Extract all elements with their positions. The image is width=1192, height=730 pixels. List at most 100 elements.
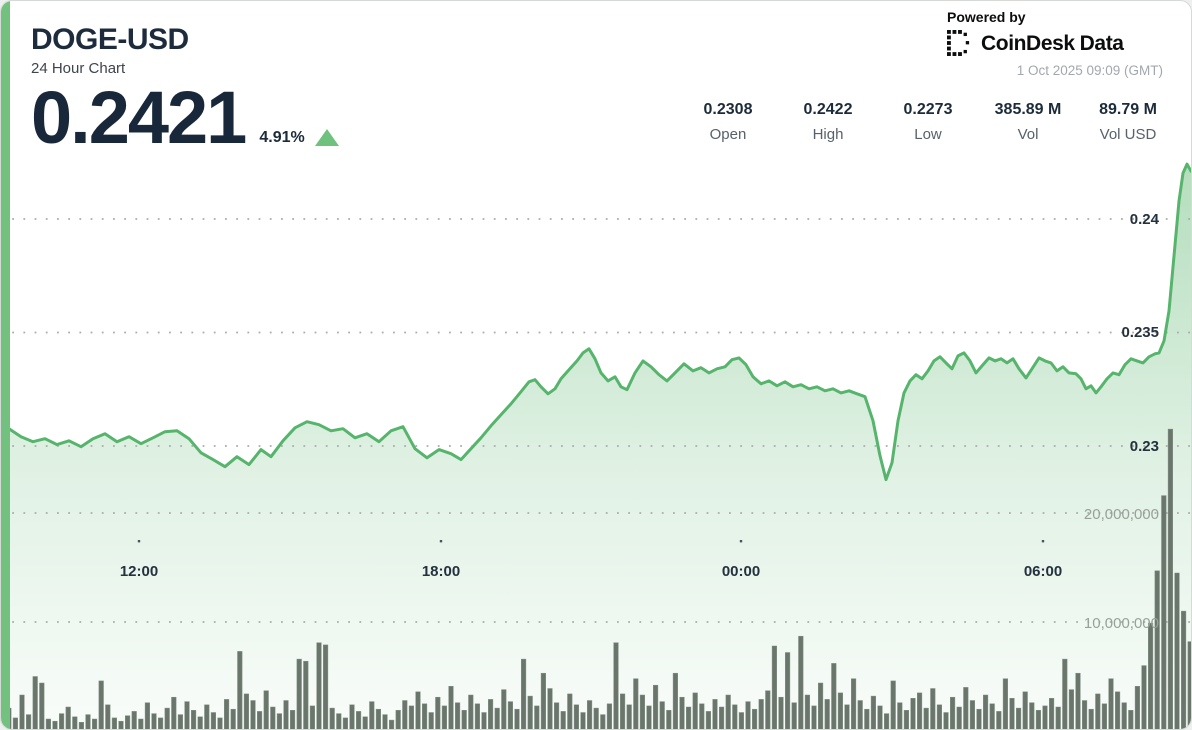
volume-bar <box>1062 658 1068 729</box>
volume-bar <box>474 703 480 729</box>
volume-bar <box>943 712 949 729</box>
time-tick-label: 12:00 <box>120 563 158 580</box>
volume-bar <box>857 700 863 729</box>
price-tick-label: 0.24 <box>1130 211 1160 228</box>
x-tick-dot <box>137 540 141 543</box>
volume-bar <box>639 694 645 729</box>
volume-bar <box>983 694 989 729</box>
volume-bar <box>171 696 177 729</box>
volume-bar <box>534 705 540 729</box>
volume-bar <box>296 658 302 729</box>
coindesk-dots-icon <box>947 30 970 56</box>
time-tick-label: 06:00 <box>1024 563 1062 580</box>
stat-low: 0.2273 Low <box>885 101 971 143</box>
volume-bar <box>349 704 355 729</box>
volume-bar <box>78 722 84 729</box>
coindesk-logo[interactable]: CoinDesk Data <box>947 30 1163 57</box>
x-tick-dot <box>1041 540 1045 543</box>
volume-bar <box>567 693 573 729</box>
volume-bar <box>679 696 685 729</box>
volume-bar <box>725 694 731 729</box>
volume-bar <box>969 700 975 729</box>
price-area-fill <box>9 164 1191 729</box>
volume-bar <box>573 704 579 729</box>
volume-bar <box>316 642 322 729</box>
volume-bar <box>1075 672 1081 729</box>
volume-bar <box>263 690 269 729</box>
stat-value: 0.2273 <box>903 101 953 118</box>
volume-bar <box>554 702 560 729</box>
volume-bar <box>824 699 830 729</box>
volume-bar <box>39 682 45 729</box>
volume-bar <box>903 710 909 729</box>
volume-bar <box>527 695 533 729</box>
volume-bar <box>778 696 784 729</box>
volume-bar <box>1154 570 1160 729</box>
volume-tick-label: 10,000,000 <box>1084 615 1159 632</box>
volume-bar <box>224 699 230 729</box>
stat-vol: 385.89 M Vol <box>985 101 1071 143</box>
green-accent-strip <box>1 1 10 729</box>
volume-bar <box>1115 691 1121 729</box>
volume-bar <box>686 706 692 729</box>
volume-bar <box>1082 700 1088 729</box>
volume-bar <box>540 672 546 729</box>
volume-bar <box>191 710 197 729</box>
volume-bar <box>382 714 388 729</box>
volume-bar <box>844 704 850 729</box>
volume-bar <box>719 706 725 729</box>
volume-bar <box>1068 689 1074 729</box>
stat-value: 89.79 M <box>1099 101 1157 118</box>
volume-bar <box>791 702 797 729</box>
x-tick-dot <box>739 540 743 543</box>
symbol-title: DOGE-USD <box>31 23 189 56</box>
gridlines <box>1 218 1191 623</box>
chart-subtitle: 24 Hour Chart <box>31 60 126 77</box>
volume-bar <box>1055 706 1061 729</box>
volume-bar <box>204 704 210 729</box>
volume-bar <box>1108 678 1114 729</box>
volume-bar <box>507 701 513 729</box>
volume-bar <box>448 686 454 729</box>
volume-bar <box>771 645 777 729</box>
volume-bar <box>138 718 144 729</box>
volume-bar <box>1016 707 1022 729</box>
volume-bar <box>125 715 131 729</box>
volume-bar <box>1029 702 1035 729</box>
axis-labels: 0.24 0.235 0.23 20,000,000 10,000,000 12… <box>120 211 1160 632</box>
change-percent: 4.91% <box>259 129 305 146</box>
volume-bar <box>230 708 236 729</box>
powered-by-label: Powered by <box>947 9 1026 25</box>
volume-bar <box>653 684 659 729</box>
volume-bar <box>488 699 494 729</box>
volume-bar <box>402 700 408 729</box>
volume-bar <box>514 708 520 729</box>
volume-bar <box>85 714 91 729</box>
volume-bar <box>276 713 282 729</box>
volume-bar <box>560 711 566 729</box>
volume-bar <box>1049 698 1055 729</box>
volume-bar <box>375 708 381 729</box>
volume-bar <box>1174 572 1180 729</box>
volume-bar <box>837 692 843 729</box>
volume-bar <box>164 707 170 729</box>
price-tick-label: 0.235 <box>1121 324 1159 341</box>
volume-bar <box>692 692 698 729</box>
volume-bar <box>897 702 903 729</box>
volume-bar <box>963 687 969 729</box>
volume-bar <box>521 658 527 729</box>
volume-bar <box>699 703 705 729</box>
volume-bar <box>606 703 612 729</box>
volume-bar <box>1088 708 1094 729</box>
volume-bar <box>1002 678 1008 729</box>
stats-row: 0.2308 Open 0.2422 High 0.2273 Low 385.8… <box>685 101 1171 143</box>
volume-bar <box>804 694 810 729</box>
volume-bar <box>197 716 203 729</box>
volume-bar <box>362 716 368 729</box>
volume-bar <box>798 635 804 729</box>
volume-bar <box>666 710 672 729</box>
volume-bar <box>415 691 421 729</box>
volume-bar <box>290 710 296 729</box>
volume-bar <box>395 710 401 729</box>
